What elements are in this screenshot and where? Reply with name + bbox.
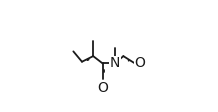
Text: N: N (110, 56, 120, 70)
Text: O: O (135, 56, 146, 70)
Text: O: O (97, 81, 108, 95)
